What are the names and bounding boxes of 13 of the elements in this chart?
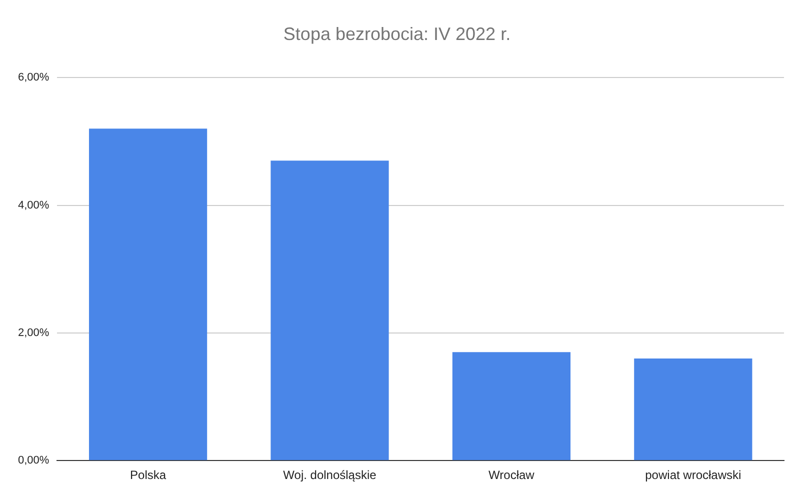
y-tick-label: 2,00%	[18, 326, 50, 339]
y-tick-label: 6,00%	[18, 72, 50, 84]
x-tick-label: Wrocław	[488, 468, 535, 482]
chart-title: Stopa bezrobocia: IV 2022 r.	[283, 24, 511, 44]
y-tick-label: 0,00%	[18, 454, 50, 467]
x-tick-label: Polska	[130, 468, 166, 482]
bar	[270, 160, 389, 460]
bar	[88, 128, 208, 460]
x-tick-label: powiat wrocławski	[645, 468, 742, 482]
y-tick-label: 4,00%	[18, 199, 50, 212]
x-tick-label: Woj. dolnośląskie	[283, 468, 377, 482]
bar	[634, 358, 752, 460]
bar	[452, 352, 570, 460]
